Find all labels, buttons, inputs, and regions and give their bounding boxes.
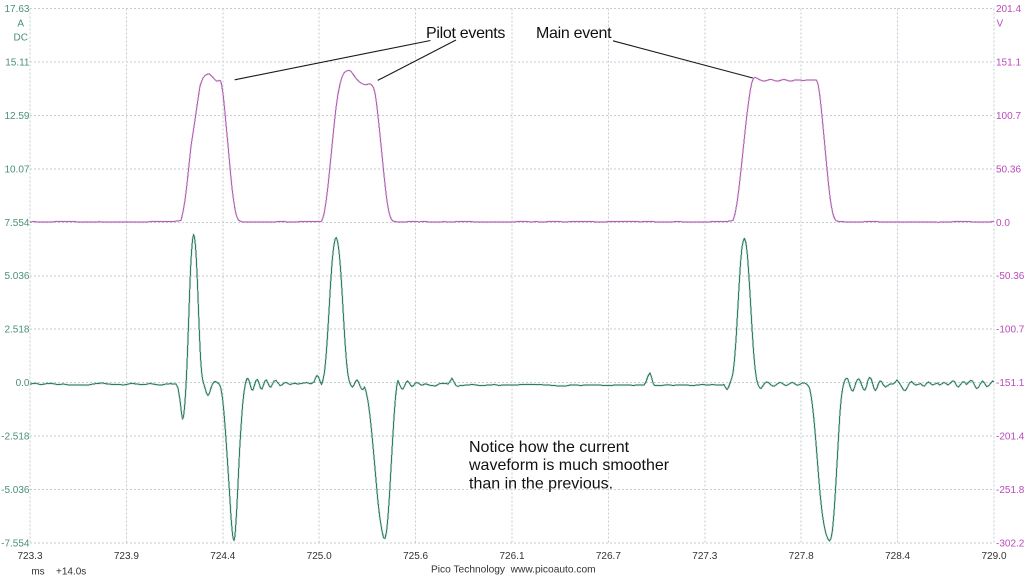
svg-text:7.554: 7.554 <box>4 218 29 229</box>
svg-text:727.8: 727.8 <box>789 551 814 562</box>
svg-text:50.36: 50.36 <box>996 164 1021 175</box>
svg-text:151.1: 151.1 <box>996 58 1021 69</box>
svg-text:723.3: 723.3 <box>17 551 42 562</box>
svg-text:than in the previous.: than in the previous. <box>469 475 613 492</box>
svg-text:729.0: 729.0 <box>981 551 1006 562</box>
svg-text:10.07: 10.07 <box>4 164 29 175</box>
svg-text:15.11: 15.11 <box>5 58 30 69</box>
svg-text:-2.518: -2.518 <box>1 432 30 443</box>
svg-text:0.0: 0.0 <box>996 218 1010 229</box>
svg-text:5.036: 5.036 <box>4 271 29 282</box>
svg-text:726.1: 726.1 <box>499 551 524 562</box>
svg-text:V: V <box>997 19 1004 30</box>
svg-text:728.4: 728.4 <box>885 551 910 562</box>
svg-text:ms: ms <box>31 567 44 577</box>
svg-text:0.0: 0.0 <box>16 378 30 389</box>
svg-text:Pico Technology www.picoauto.: Pico Technology www.picoauto.com <box>431 565 596 576</box>
svg-text:201.4: 201.4 <box>996 4 1021 15</box>
svg-text:-201.4: -201.4 <box>996 432 1024 443</box>
svg-text:723.9: 723.9 <box>114 551 139 562</box>
svg-text:12.59: 12.59 <box>4 111 29 122</box>
svg-text:+14.0s: +14.0s <box>56 567 86 577</box>
svg-text:DC: DC <box>14 33 28 44</box>
svg-text:100.7: 100.7 <box>996 111 1021 122</box>
svg-text:725.0: 725.0 <box>307 551 332 562</box>
svg-text:-5.036: -5.036 <box>1 485 30 496</box>
svg-text:725.6: 725.6 <box>403 551 428 562</box>
svg-text:724.4: 724.4 <box>210 551 235 562</box>
svg-text:-151.1: -151.1 <box>996 378 1024 389</box>
svg-text:Main event: Main event <box>536 25 612 42</box>
svg-text:2.518: 2.518 <box>4 325 29 336</box>
svg-text:726.7: 726.7 <box>596 551 621 562</box>
svg-text:A: A <box>17 19 24 30</box>
svg-text:-251.8: -251.8 <box>996 485 1024 496</box>
svg-text:Notice how the current: Notice how the current <box>469 439 630 456</box>
svg-text:-100.7: -100.7 <box>996 325 1024 336</box>
svg-text:-50.36: -50.36 <box>996 271 1024 282</box>
svg-text:727.3: 727.3 <box>692 551 717 562</box>
svg-text:17.63: 17.63 <box>4 4 29 15</box>
svg-text:-7.554: -7.554 <box>1 539 30 550</box>
svg-text:waveform is much smoother: waveform is much smoother <box>468 457 670 474</box>
svg-text:-302.2: -302.2 <box>996 539 1024 550</box>
svg-text:Pilot events: Pilot events <box>426 25 505 42</box>
